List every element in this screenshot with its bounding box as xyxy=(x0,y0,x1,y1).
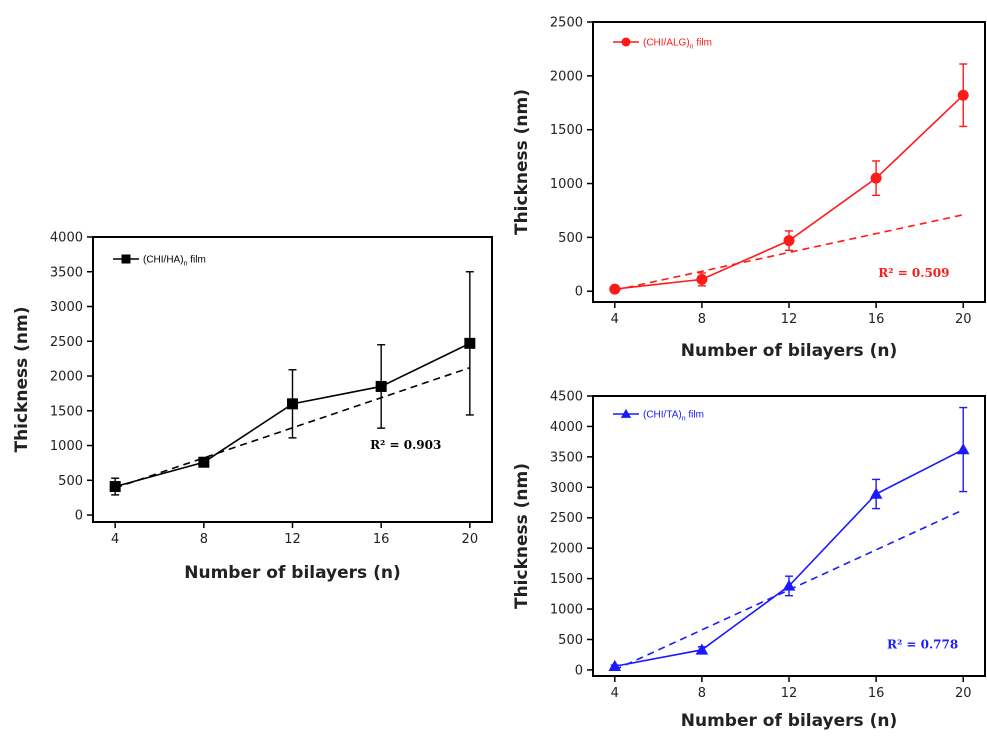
y-tick-label: 0 xyxy=(75,509,83,524)
y-tick-label: 2000 xyxy=(550,542,583,557)
y-tick-label: 500 xyxy=(58,474,83,489)
plot-frame xyxy=(592,395,986,677)
r-squared-annotation: R² = 0.509 xyxy=(878,266,949,280)
data-point xyxy=(696,273,708,285)
x-axis-title: Number of bilayers (n) xyxy=(681,711,897,731)
y-tick-label: 2500 xyxy=(550,511,583,526)
legend-label: (CHI/HA)n film xyxy=(143,255,206,268)
data-point xyxy=(609,283,621,295)
data-point xyxy=(956,443,970,455)
legend: (CHI/ALG)n film xyxy=(613,37,712,51)
data-point xyxy=(957,89,969,101)
data-point xyxy=(783,235,795,247)
x-axis-title: Number of bilayers (n) xyxy=(681,341,897,361)
x-axis-title: Number of bilayers (n) xyxy=(184,563,400,583)
x-tick-label: 12 xyxy=(781,312,798,327)
y-tick-label: 3000 xyxy=(50,300,83,315)
data-point xyxy=(121,254,131,264)
y-tick-label: 4000 xyxy=(550,420,583,435)
x-tick-label: 20 xyxy=(955,312,972,327)
x-tick-label: 12 xyxy=(284,532,301,547)
x-tick-label: 8 xyxy=(200,532,208,547)
y-tick-label: 500 xyxy=(558,231,583,246)
y-axis-title: Thickness (nm) xyxy=(512,463,532,609)
legend: (CHI/TA)n film xyxy=(613,408,704,423)
legend-label: (CHI/ALG)n film xyxy=(643,38,712,51)
x-tick-label: 4 xyxy=(611,312,619,327)
data-point xyxy=(109,481,121,493)
series-line xyxy=(614,94,964,290)
x-tick-label: 16 xyxy=(373,532,390,547)
y-tick-label: 1000 xyxy=(550,177,583,192)
x-tick-label: 20 xyxy=(462,532,479,547)
data-point xyxy=(782,579,796,591)
y-tick-label: 3500 xyxy=(550,450,583,465)
x-tick-label: 8 xyxy=(698,686,706,701)
chart-chi-ta: 4 8 12 16 20 0 500 1000 1500 2000 2500 3000 3500 4000… xyxy=(512,390,986,731)
chart-chi-ha: 4 8 12 16 20 0 500 1000 1500 2000 2500 3000 3500 4000… xyxy=(12,231,493,583)
y-axis-title: Thickness (nm) xyxy=(12,306,32,452)
data-point xyxy=(464,337,476,349)
plot-frame xyxy=(592,21,986,303)
y-tick-label: 3500 xyxy=(50,265,83,280)
y-tick-label: 2500 xyxy=(50,335,83,350)
r-squared-annotation: R² = 0.778 xyxy=(887,638,958,652)
series-line xyxy=(614,448,964,668)
y-tick-label: 0 xyxy=(575,285,583,300)
x-tick-label: 12 xyxy=(781,686,798,701)
y-tick-label: 500 xyxy=(558,633,583,648)
y-tick-label: 0 xyxy=(575,663,583,678)
y-tick-label: 2000 xyxy=(550,69,583,84)
data-point xyxy=(621,37,631,47)
chart-chi-alg: 4 8 12 16 20 0 500 1000 1500 2000 2500 Number of bi… xyxy=(512,16,986,361)
data-point xyxy=(620,408,632,418)
x-tick-label: 16 xyxy=(868,312,885,327)
data-point xyxy=(695,643,709,655)
y-tick-label: 3000 xyxy=(550,481,583,496)
y-tick-label: 4000 xyxy=(50,231,83,246)
y-tick-label: 1000 xyxy=(50,439,83,454)
x-tick-label: 16 xyxy=(868,686,885,701)
fit-line xyxy=(614,509,964,671)
r-squared-annotation: R² = 0.903 xyxy=(370,438,441,452)
x-tick-label: 20 xyxy=(955,686,972,701)
y-tick-label: 1500 xyxy=(550,572,583,587)
x-tick-label: 4 xyxy=(611,686,619,701)
legend-label: (CHI/TA)n film xyxy=(643,410,704,423)
y-tick-label: 1500 xyxy=(50,404,83,419)
data-point xyxy=(870,172,882,184)
y-tick-label: 2500 xyxy=(550,16,583,31)
fit-line xyxy=(114,366,471,489)
y-tick-label: 4500 xyxy=(550,390,583,405)
x-tick-label: 8 xyxy=(698,312,706,327)
data-point xyxy=(608,659,622,672)
data-point xyxy=(375,380,387,392)
data-point xyxy=(287,398,298,410)
y-tick-label: 1000 xyxy=(550,603,583,618)
y-tick-label: 2000 xyxy=(50,370,83,385)
x-tick-label: 4 xyxy=(111,532,119,547)
y-axis-title: Thickness (nm) xyxy=(512,89,532,235)
data-point xyxy=(198,456,210,468)
y-tick-label: 1500 xyxy=(550,123,583,138)
legend: (CHI/HA)n film xyxy=(113,254,206,268)
data-point xyxy=(869,487,883,499)
